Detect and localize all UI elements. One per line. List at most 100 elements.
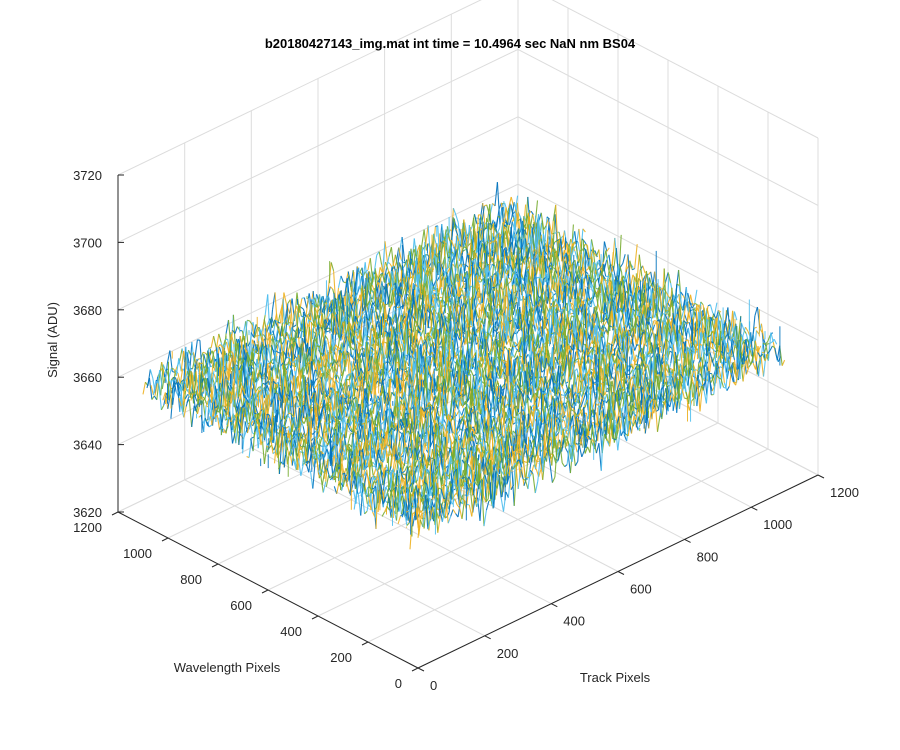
surface-segment <box>512 241 517 255</box>
surface-segment <box>382 261 387 274</box>
surface-segment <box>293 324 297 328</box>
surface-segment <box>249 320 253 325</box>
surface-segment <box>344 282 349 329</box>
surface-segment <box>492 237 496 242</box>
surface-segment <box>280 353 284 370</box>
surface-segment <box>463 280 467 283</box>
grid-layer <box>117 0 819 669</box>
surface-segment <box>340 290 345 314</box>
surface-segment <box>514 209 519 221</box>
surface-segment <box>164 392 169 409</box>
surface-segment <box>178 397 182 407</box>
surface-segment <box>448 255 452 268</box>
surface-segment <box>287 339 291 343</box>
surface-segment <box>478 243 483 255</box>
surface-segment <box>389 304 393 309</box>
surface-segment <box>282 321 286 324</box>
surface-segment <box>385 261 389 270</box>
surface-segment <box>179 348 183 362</box>
surface-segment <box>293 354 298 359</box>
surface-segment <box>508 280 512 284</box>
grid-line <box>517 48 819 206</box>
surface-segment <box>284 340 289 357</box>
surface-segment <box>270 330 274 336</box>
surface-segment <box>481 243 485 254</box>
surface-segment <box>431 282 436 290</box>
surface-segment <box>499 207 503 228</box>
surface-segment <box>423 229 428 251</box>
surface-segment <box>429 268 433 283</box>
surface-segment <box>394 254 399 269</box>
surface-segment <box>162 364 167 371</box>
surface-segment <box>369 271 374 295</box>
surface-segment <box>440 272 445 287</box>
surface-segment <box>305 298 309 317</box>
surface-segment <box>548 221 553 235</box>
surface-segment <box>285 363 288 366</box>
surface-segment <box>490 257 494 259</box>
surface-segment <box>324 319 328 324</box>
surface-segment <box>264 294 269 316</box>
surface-segment <box>403 259 408 267</box>
surface-segment <box>238 367 242 381</box>
surface-segment <box>402 294 406 310</box>
surface-segment <box>407 277 412 302</box>
surface-segment <box>360 347 364 350</box>
surface-segment <box>236 366 241 386</box>
surface-segment <box>179 368 184 384</box>
surface-segment <box>532 214 536 226</box>
surface-segment <box>288 327 293 340</box>
surface-segment <box>180 406 185 418</box>
surface-segment <box>388 270 393 307</box>
surface-segment <box>340 275 344 283</box>
surface-segment <box>347 292 352 312</box>
surface-segment <box>288 343 293 358</box>
surface-segment <box>162 392 166 401</box>
surface-segment <box>202 363 206 373</box>
surface-segment <box>299 319 304 331</box>
surface-segment <box>175 358 180 376</box>
surface-segment <box>401 287 406 298</box>
surface-segment <box>180 350 185 372</box>
surface-segment <box>360 312 364 318</box>
surface-segment <box>316 343 320 347</box>
surface-segment <box>289 299 294 330</box>
surface-segment <box>177 381 182 387</box>
surface-segment <box>442 236 447 242</box>
surface-segment <box>234 362 239 398</box>
surface-segment <box>230 370 234 394</box>
surface-segment <box>452 208 457 216</box>
surface-segment <box>188 371 192 398</box>
surface-segment <box>311 298 316 308</box>
surface-segment <box>525 212 529 225</box>
surface-segment <box>463 246 467 250</box>
surface-segment <box>210 335 215 348</box>
surface-segment <box>495 241 500 260</box>
surface-segment <box>305 353 310 370</box>
surface-segment <box>156 369 161 384</box>
surface-segment <box>300 306 304 310</box>
surface-segment <box>323 300 328 305</box>
surface-segment <box>485 223 489 246</box>
grid-line <box>117 183 519 378</box>
surface-segment <box>450 239 455 247</box>
surface-segment <box>513 233 518 241</box>
surface-segment <box>277 328 281 335</box>
surface-segment <box>322 295 326 309</box>
surface-segment <box>276 339 281 353</box>
surface-segment <box>298 304 302 317</box>
surface-segment <box>478 243 482 251</box>
surface-segment <box>398 262 403 270</box>
surface-segment <box>295 342 299 349</box>
surface-segment <box>619 263 624 268</box>
surface-segment <box>197 339 201 341</box>
surface-segment <box>511 202 515 218</box>
surface-segment <box>180 386 184 413</box>
surface-segment <box>185 375 189 391</box>
surface-segment <box>260 362 265 376</box>
surface-segment <box>474 258 479 269</box>
surface-segment <box>218 333 222 343</box>
surface-segment <box>434 253 438 258</box>
surface-segment <box>510 204 514 218</box>
